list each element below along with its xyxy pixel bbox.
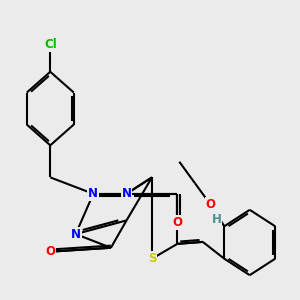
Text: O: O [45, 245, 55, 258]
Text: N: N [122, 187, 131, 200]
Text: Cl: Cl [44, 38, 57, 51]
Text: H: H [212, 213, 221, 226]
Text: N: N [88, 187, 98, 200]
Text: N: N [71, 228, 81, 241]
Text: O: O [206, 198, 216, 211]
Text: S: S [148, 252, 156, 265]
Text: O: O [172, 216, 182, 229]
